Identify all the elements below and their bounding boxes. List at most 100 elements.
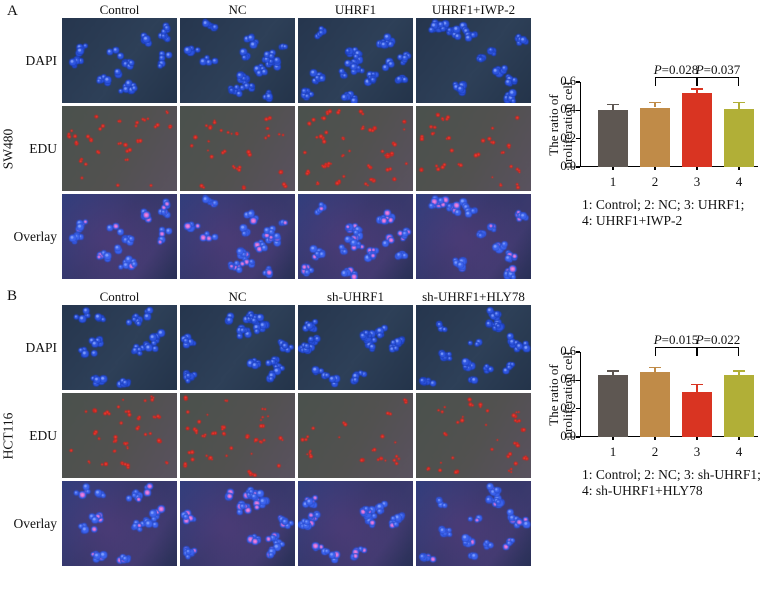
p-value-label: P=0.015 (653, 332, 699, 347)
error-bar-line (738, 102, 740, 109)
x-tick-label: 1 (609, 174, 617, 189)
micro-image-a-edu-col1 (62, 106, 177, 191)
row-label-a-overlay: Overlay (13, 228, 57, 244)
p-value-label: P=0.022 (695, 332, 741, 347)
x-tick-mark (738, 167, 740, 170)
y-tick-label: 0.6 (560, 74, 576, 88)
error-bar-cap (691, 88, 703, 90)
error-bar-cap (691, 383, 703, 386)
bar-3 (682, 93, 712, 167)
error-bar-line (654, 367, 656, 372)
p-value-label: P=0.037 (695, 62, 741, 77)
y-tick-mark (576, 407, 580, 410)
micro-image-a-dapi-col1 (62, 18, 177, 103)
micro-image-b-overlay-col3 (298, 481, 413, 566)
x-tick-label: 3 (693, 174, 701, 189)
legend-line-2: 4: sh-UHRF1+HLY78 (582, 483, 703, 498)
micro-image-a-dapi-col3 (298, 18, 413, 103)
y-tick-label: 0.0 (560, 159, 576, 173)
legend-line-1: 1: Control; 2: NC; 3: UHRF1; (582, 197, 745, 212)
micro-image-b-overlay-col2 (180, 481, 295, 566)
micro-image-b-edu-col3 (298, 393, 413, 478)
col-header-a-nc: NC (228, 2, 247, 17)
significance-bracket (697, 77, 739, 86)
bar-chart-b: The ratio of proliferation cell 0.0 0.2 0.4 0… (546, 328, 767, 598)
row-label-b-edu: EDU (29, 427, 57, 443)
micro-image-b-dapi-col2 (180, 305, 295, 390)
bar-1 (598, 374, 628, 437)
bar-2 (640, 107, 670, 167)
micro-image-a-overlay-col3 (298, 194, 413, 279)
micro-image-b-overlay-col1 (62, 481, 177, 566)
micro-image-b-dapi-col4 (416, 305, 531, 390)
error-bar-line (612, 371, 614, 375)
error-bar-cap (733, 101, 745, 104)
micro-image-a-overlay-col4 (416, 194, 531, 279)
y-tick-mark (576, 351, 580, 353)
error-bar-line (696, 89, 698, 94)
x-tick-mark (654, 167, 656, 170)
x-tick-label: 3 (693, 444, 701, 459)
bar-4 (724, 108, 754, 167)
x-tick-mark (612, 167, 614, 170)
p-value-label: P=0.028 (653, 62, 699, 77)
panel-a-letter: A (7, 3, 18, 19)
error-bar-cap (607, 103, 619, 106)
x-tick-mark (612, 437, 614, 440)
micro-image-b-edu-col1 (62, 393, 177, 478)
micro-image-a-overlay-col1 (62, 194, 177, 279)
y-tick-mark (576, 81, 580, 83)
panel-b-letter: B (7, 288, 18, 304)
x-tick-label: 1 (609, 444, 617, 459)
x-tick-label: 2 (651, 444, 659, 459)
y-tick-label: 0.4 (560, 372, 576, 387)
row-label-b-overlay: Overlay (13, 515, 57, 531)
x-tick-mark (696, 167, 698, 170)
error-bar-line (696, 384, 698, 392)
bar-chart-a: The ratio of proliferation cell 0.0 0.2 0.4 0… (546, 58, 767, 328)
col-header-b-nc: NC (228, 289, 247, 304)
error-bar-line (738, 371, 740, 375)
micro-image-a-edu-col4 (416, 106, 531, 191)
bar-3 (682, 391, 712, 437)
col-header-a-control: Control (99, 2, 140, 17)
x-tick-mark (654, 437, 656, 440)
row-label-b-dapi: DAPI (25, 339, 57, 355)
significance-bracket (655, 347, 697, 356)
x-tick-mark (738, 437, 740, 440)
x-tick-label: 2 (651, 174, 659, 189)
legend-line-1: 1: Control; 2: NC; 3: sh-UHRF1; (582, 467, 761, 482)
error-bar-cap (649, 101, 661, 104)
y-tick-mark (576, 379, 580, 382)
micro-image-b-overlay-col4 (416, 481, 531, 566)
micro-image-a-edu-col3 (298, 106, 413, 191)
bar-4 (724, 374, 754, 437)
micro-image-b-edu-col2 (180, 393, 295, 478)
bar-2 (640, 371, 670, 437)
figure: A Control NC UHRF1 UHRF1+IWP-2 SW480 DAP… (0, 2, 767, 566)
col-header-b-sh-uhrf1-hly78: sh-UHRF1+HLY78 (422, 289, 525, 304)
micrograph-grid-a (62, 18, 531, 279)
micro-image-b-dapi-col3 (298, 305, 413, 390)
significance-bracket (655, 77, 697, 86)
error-bar-line (654, 102, 656, 108)
x-tick-label: 4 (735, 444, 743, 459)
significance-bracket (697, 347, 739, 356)
y-tick-label: 0.2 (560, 400, 576, 415)
x-tick-label: 4 (735, 174, 743, 189)
y-tick-mark (576, 109, 580, 112)
micro-image-a-overlay-col2 (180, 194, 295, 279)
micrograph-grid-b (62, 305, 531, 566)
error-bar-line (612, 104, 614, 111)
y-tick-label: 0.6 (560, 344, 576, 358)
micro-image-b-edu-col4 (416, 393, 531, 478)
micro-image-a-dapi-col4 (416, 18, 531, 103)
y-tick-label: 0.4 (560, 102, 576, 117)
micro-image-a-edu-col2 (180, 106, 295, 191)
x-tick-mark (696, 437, 698, 440)
col-header-a-uhrf1: UHRF1 (334, 2, 377, 17)
micro-image-b-dapi-col1 (62, 305, 177, 390)
y-tick-mark (576, 166, 580, 168)
error-bar-cap (733, 370, 745, 372)
row-label-a-dapi: DAPI (25, 52, 57, 68)
